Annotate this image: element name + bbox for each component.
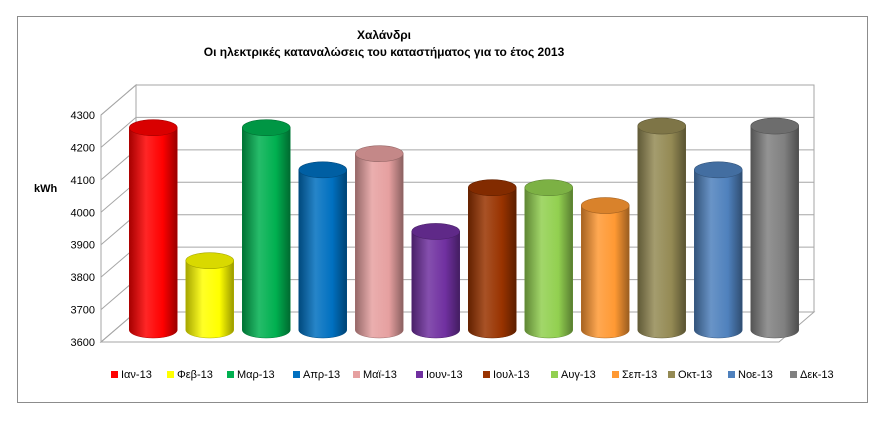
chart-svg: Χαλάνδρι Οι ηλεκτρικές καταναλώσεις του … <box>34 28 834 381</box>
bar-body <box>468 187 517 339</box>
bar-top <box>128 119 178 136</box>
bar-Απρ-13 <box>298 161 348 339</box>
legend-label: Δεκ-13 <box>800 369 834 381</box>
bar-body <box>750 125 799 339</box>
legend-label: Μαϊ-13 <box>363 369 397 381</box>
bar-Νοε-13 <box>693 161 743 339</box>
y-tick-label: 4100 <box>71 175 95 187</box>
y-tick-label: 4300 <box>71 110 95 122</box>
bar-Ιουν-13 <box>411 223 461 339</box>
legend-swatch <box>167 371 174 378</box>
legend-swatch <box>483 371 490 378</box>
bar-top <box>693 161 743 179</box>
bar-body <box>242 127 291 339</box>
bar-top <box>637 117 687 135</box>
legend-label: Μαρ-13 <box>237 369 275 381</box>
chart-subtitle: Οι ηλεκτρικές καταναλώσεις του καταστήμα… <box>204 45 565 59</box>
bar-Ιαν-13 <box>128 119 178 339</box>
bar-body <box>129 127 178 339</box>
bar-body <box>185 260 234 339</box>
bar-body <box>355 153 404 339</box>
bar-body <box>581 205 630 339</box>
legend-swatch <box>353 371 360 378</box>
bar-body <box>298 169 347 339</box>
bars <box>128 117 800 339</box>
y-tick-label: 3700 <box>71 305 95 317</box>
y-tick-label: 3800 <box>71 272 95 284</box>
bar-Ιουλ-13 <box>467 179 517 339</box>
bar-top <box>241 119 291 136</box>
y-tick-label: 3600 <box>71 337 95 349</box>
legend-label: Αυγ-13 <box>561 369 596 381</box>
legend-swatch <box>668 371 675 378</box>
legend-swatch <box>728 371 735 378</box>
y-ticks: 3600 3700 3800 3900 4000 4100 4200 4300 <box>71 110 95 349</box>
legend-swatch <box>790 371 797 378</box>
chart-title: Χαλάνδρι <box>357 28 411 42</box>
bar-Δεκ-13 <box>750 117 800 339</box>
gridline <box>100 116 814 148</box>
bar-Φεβ-13 <box>185 252 235 339</box>
y-axis-label: kWh <box>34 183 58 195</box>
legend-label: Σεπ-13 <box>622 369 657 381</box>
bar-Οκτ-13 <box>637 117 687 339</box>
bar-top <box>354 145 404 162</box>
chart-frame: Χαλάνδρι Οι ηλεκτρικές καταναλώσεις του … <box>17 16 868 403</box>
bar-top <box>750 117 800 135</box>
y-tick-label: 3900 <box>71 240 95 252</box>
bar-body <box>524 187 573 339</box>
legend-label: Οκτ-13 <box>678 369 712 381</box>
bar-top <box>185 252 235 269</box>
bar-Αυγ-13 <box>524 179 574 339</box>
legend: Ιαν-13 Φεβ-13 Μαρ-13 Απρ-13 Μαϊ-13 Ιουν-13 Ιου… <box>111 369 834 381</box>
bar-top <box>524 179 574 196</box>
legend-label: Νοε-13 <box>738 369 773 381</box>
legend-swatch <box>612 371 619 378</box>
legend-swatch <box>293 371 300 378</box>
bar-top <box>467 179 517 196</box>
legend-label: Ιουλ-13 <box>493 369 530 381</box>
bar-body <box>694 169 743 339</box>
bar-Σεπ-13 <box>580 197 630 339</box>
legend-swatch <box>551 371 558 378</box>
legend-label: Ιαν-13 <box>121 369 152 381</box>
legend-swatch <box>416 371 423 378</box>
legend-label: Φεβ-13 <box>177 369 213 381</box>
gridline <box>100 84 814 116</box>
bar-top <box>411 223 461 240</box>
bar-body <box>637 125 686 339</box>
bar-body <box>411 231 460 339</box>
y-tick-label: 4000 <box>71 207 95 219</box>
legend-swatch <box>227 371 234 378</box>
bar-Μαρ-13 <box>241 119 291 339</box>
bar-Μαϊ-13 <box>354 145 404 339</box>
legend-swatch <box>111 371 118 378</box>
bar-top <box>298 161 348 179</box>
legend-label: Ιουν-13 <box>426 369 463 381</box>
bar-top <box>580 197 630 214</box>
y-tick-label: 4200 <box>71 142 95 154</box>
legend-label: Απρ-13 <box>303 369 340 381</box>
